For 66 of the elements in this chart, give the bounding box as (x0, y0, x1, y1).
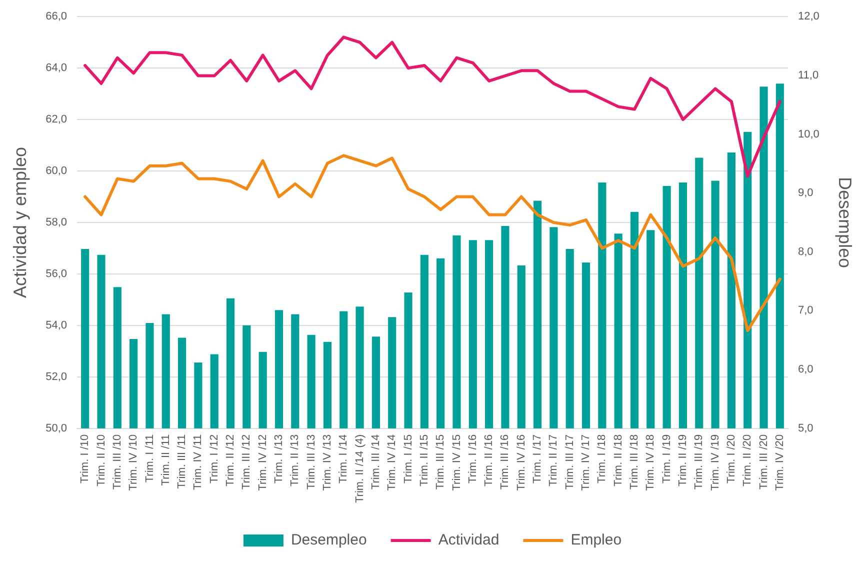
y-tick-label: 56,0 (46, 268, 68, 280)
y2-tick-label: 6,0 (798, 364, 814, 376)
x-tick-label: Trim. III /19 (693, 434, 706, 490)
x-tick-label: Trim. I /10 (79, 434, 92, 484)
x-tick-label: Trim. I /19 (660, 434, 673, 484)
y-tick-label: 62,0 (46, 114, 68, 126)
x-tick-label: Trim. IV /16 (515, 434, 528, 491)
x-tick-label: Trim. II /15 (418, 434, 430, 487)
y-tick-label: 64,0 (46, 62, 68, 74)
x-tick-label: Trim. IV /14 (386, 434, 398, 491)
y2-tick-label: 9,0 (798, 187, 814, 200)
y2-tick-label: 11,0 (798, 69, 819, 82)
x-tick-label: Trim. II /19 (676, 434, 689, 487)
x-tick-label: Trim. III /17 (564, 434, 576, 490)
x-tick-label: Trim. IV /20 (774, 434, 786, 491)
x-tick-label: Trim. III /18 (628, 434, 641, 490)
y-tick-label: 54,0 (46, 319, 68, 332)
y-axis-title: Actividad y empleo (10, 146, 30, 298)
y2-axis-title: Desempleo (835, 176, 856, 268)
y2-tick-label: 7,0 (798, 304, 814, 317)
x-tick-label: Trim. III /20 (758, 434, 770, 490)
x-tick-label: Trim. III /10 (111, 434, 124, 490)
x-tick-label: Trim. IV /18 (644, 434, 657, 491)
x-tick-label: Trim. I /20 (725, 434, 738, 484)
x-tick-label: Trim. I /18 (596, 434, 608, 484)
x-tick-label: Trim. IV /12 (256, 434, 269, 491)
y-tick-label: 60,0 (46, 165, 68, 178)
x-tick-label: Trim. I /14 (338, 434, 350, 484)
x-tick-label: Trim. I /11 (144, 434, 156, 483)
x-tick-label: Trim. II /17 (548, 434, 560, 487)
x-tick-label: Trim. II /18 (612, 434, 624, 487)
x-tick-label: Trim. III /15 (434, 434, 447, 490)
y-tick-label: 52,0 (46, 370, 68, 383)
x-tick-label: Trim. II /16 (483, 434, 496, 487)
y2-tick-label: 12,0 (798, 10, 820, 23)
x-tick-label: Trim. I /15 (402, 434, 414, 484)
y-tick-label: 50,0 (46, 422, 68, 434)
x-tick-label: Trim. III /14 (370, 434, 382, 490)
x-tick-label: Trim. I /12 (208, 434, 220, 484)
legend-label: Desempleo (290, 532, 367, 549)
x-tick-label: Trim. II /10 (95, 434, 108, 487)
x-tick-label: Trim. II /13 (289, 434, 302, 487)
x-tick-label: Trim. IV /11 (192, 434, 204, 490)
x-tick-label: Trim. I /16 (466, 434, 479, 484)
x-tick-label: Trim. III /13 (305, 434, 318, 490)
y-tick-label: 66,0 (46, 10, 68, 23)
x-tick-label: Trim. IV /13 (322, 434, 334, 491)
y-tick-label: 58,0 (46, 216, 68, 229)
x-tick-label: Trim. IV /15 (450, 434, 463, 491)
x-tick-label: Trim. IV /17 (580, 434, 592, 491)
x-tick-label: Trim. II /12 (224, 434, 237, 487)
y2-tick-label: 10,0 (798, 128, 820, 140)
x-tick-label: Trim. III /11 (176, 434, 188, 489)
legend-label: Actividad (438, 532, 500, 549)
x-tick-label: Trim. II /20 (742, 434, 754, 487)
x-tick-label: Trim. III /16 (499, 434, 512, 490)
x-tick-label: Trim. IV /19 (709, 434, 722, 491)
x-tick-label: Trim. III /12 (240, 434, 253, 490)
x-tick-label: Trim. II /14 (4) (354, 434, 366, 504)
x-tick-label: Trim. IV /10 (128, 434, 140, 491)
y2-tick-label: 5,0 (798, 422, 814, 434)
x-tick-label: Trim. I /17 (532, 434, 544, 484)
legend-label: Empleo (570, 532, 622, 549)
y2-tick-label: 8,0 (798, 246, 814, 258)
x-tick-label: Trim. I /13 (273, 434, 286, 484)
x-tick-label: Trim. II /11 (160, 434, 172, 486)
